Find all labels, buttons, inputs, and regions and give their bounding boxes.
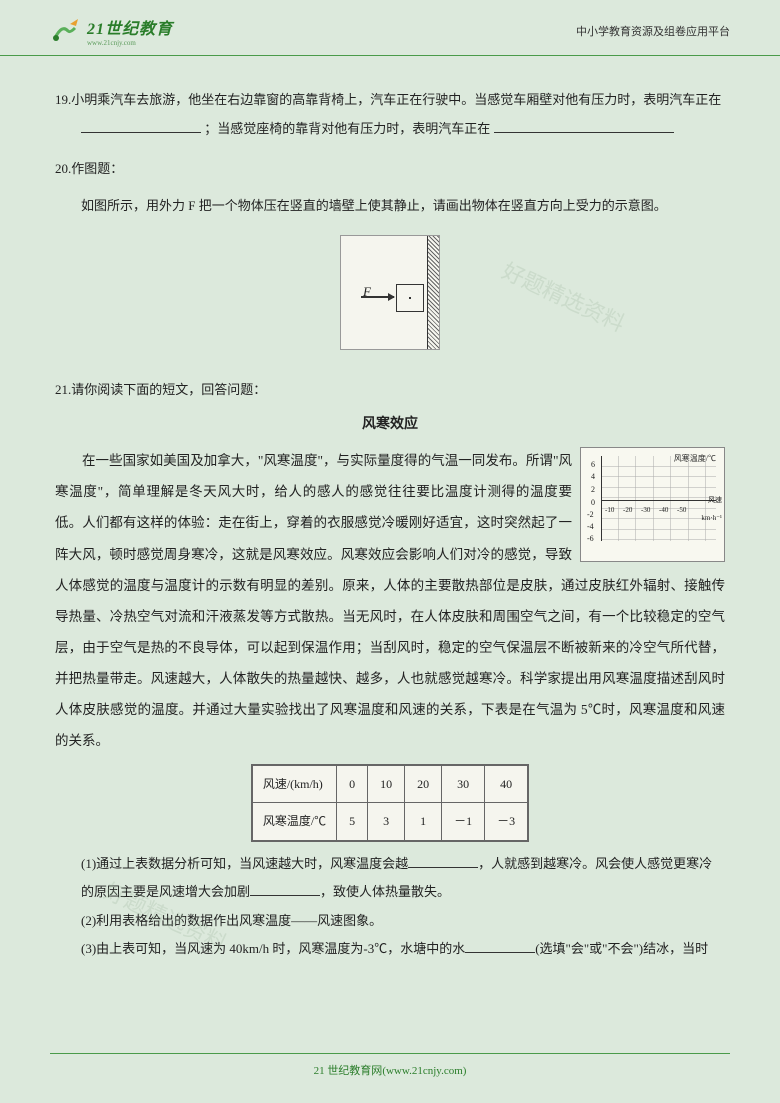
- q21-sub1-blank1[interactable]: [408, 854, 478, 868]
- q21-intro: 请你阅读下面的短文，回答问题：: [71, 382, 266, 397]
- question-21: 21.请你阅读下面的短文，回答问题： 风寒效应 风寒温度/℃ 6 4 2 0 -…: [55, 376, 725, 964]
- table-row: 风速/(km/h) 0 10 20 30 40: [252, 765, 528, 803]
- table-cell: 1: [405, 803, 442, 841]
- footer-text-a: 21 世纪教育网: [314, 1065, 383, 1077]
- page-footer: 21 世纪教育网(www.21cnjy.com): [0, 1053, 780, 1078]
- page-header: 21世纪教育 www.21cnjy.com 中小学教育资源及组卷应用平台: [0, 0, 780, 56]
- chart-ytick: -6: [587, 530, 594, 548]
- q19-blank-2[interactable]: [494, 119, 674, 133]
- logo-icon: [50, 16, 85, 46]
- q20-figure: F: [55, 235, 725, 361]
- force-label: F: [363, 278, 371, 307]
- q19-blank-1[interactable]: [81, 119, 201, 133]
- chart-figure: 风寒温度/℃ 6 4 2 0 -2 -4 -6 -10 -20 -30 -40 …: [580, 447, 725, 562]
- logo-sub-text: www.21cnjy.com: [87, 39, 173, 47]
- table-header: 风速/(km/h): [252, 765, 337, 803]
- logo-main-text: 21世纪教育: [87, 15, 173, 39]
- table-cell: 20: [405, 765, 442, 803]
- logo: 21世纪教育 www.21cnjy.com: [50, 15, 173, 47]
- table-cell: 3: [368, 803, 405, 841]
- q21-sub1-blank2[interactable]: [250, 882, 320, 896]
- chart-xtick: -30: [641, 502, 650, 518]
- table-cell: 40: [485, 765, 529, 803]
- q21-table: 风速/(km/h) 0 10 20 30 40 风寒温度/℃ 5 3 1 －1 …: [55, 764, 725, 842]
- table-row: 风寒温度/℃ 5 3 1 －1 －3: [252, 803, 528, 841]
- header-right-text: 中小学教育资源及组卷应用平台: [576, 23, 730, 39]
- q21-sub1: (1)通过上表数据分析可知，当风速越大时，风寒温度会越，人就感到越寒冷。风会使人…: [55, 850, 725, 907]
- chart-xtick: -40: [659, 502, 668, 518]
- q20-label: 作图题：: [71, 161, 123, 176]
- chart-xtick: -50: [677, 502, 686, 518]
- q21-sub3: (3)由上表可知，当风速为 40km/h 时，风寒温度为-3℃，水塘中的水 (选填…: [55, 935, 725, 964]
- q21-sub3-blank[interactable]: [465, 939, 535, 953]
- table-cell: －3: [485, 803, 529, 841]
- chart-x-title: 风速: [708, 492, 722, 508]
- footer-text-b: (www.21cnjy.com): [382, 1065, 466, 1077]
- q21-number: 21.: [55, 382, 71, 397]
- q21-sub3-b: (选填"会"或"不会")结冰，当时: [535, 941, 708, 956]
- table-cell: －1: [442, 803, 485, 841]
- logo-text: 21世纪教育 www.21cnjy.com: [87, 15, 173, 47]
- chart-xtick: -10: [605, 502, 614, 518]
- content-area: 19.小明乘汽车去旅游，他坐在右边靠窗的高靠背椅上，汽车正在行驶中。当感觉车厢壁…: [0, 56, 780, 996]
- block-icon: [396, 284, 424, 312]
- q20-text: 如图所示，用外力 F 把一个物体压在竖直的墙壁上使其静止，请画出物体在竖直方向上…: [81, 198, 667, 213]
- table-cell: 30: [442, 765, 485, 803]
- q21-title: 风寒效应: [55, 410, 725, 441]
- q21-passage: 风寒温度/℃ 6 4 2 0 -2 -4 -6 -10 -20 -30 -40 …: [55, 445, 725, 755]
- table-header: 风寒温度/℃: [252, 803, 337, 841]
- q21-sub3-a: (3)由上表可知，当风速为 40km/h 时，风寒温度为-3℃，水塘中的水: [81, 941, 465, 956]
- chart-x-unit: km·h⁻¹: [701, 510, 722, 526]
- q21-sub2: (2)利用表格给出的数据作出风寒温度——风速图象。: [55, 907, 725, 936]
- q21-sub1-a: (1)通过上表数据分析可知，当风速越大时，风寒温度会越: [81, 856, 408, 871]
- q19-text-b: ；当感觉座椅的靠背对他有压力时，表明汽车正在: [204, 121, 490, 136]
- q19-text-a: 小明乘汽车去旅游，他坐在右边靠窗的高靠背椅上，汽车正在行驶中。当感觉车厢壁对他有…: [71, 92, 721, 107]
- question-20: 20.作图题： 如图所示，用外力 F 把一个物体压在竖直的墙壁上使其静止，请画出…: [55, 155, 725, 361]
- q20-number: 20.: [55, 161, 71, 176]
- chart-xtick: -20: [623, 502, 632, 518]
- wall-icon: [427, 236, 439, 349]
- q19-number: 19.: [55, 92, 71, 107]
- table-cell: 5: [337, 803, 368, 841]
- question-19: 19.小明乘汽车去旅游，他坐在右边靠窗的高靠背椅上，汽车正在行驶中。当感觉车厢壁…: [55, 86, 725, 143]
- q21-sub1-c: ，致使人体热量散失。: [320, 884, 450, 899]
- table-cell: 10: [368, 765, 405, 803]
- table-cell: 0: [337, 765, 368, 803]
